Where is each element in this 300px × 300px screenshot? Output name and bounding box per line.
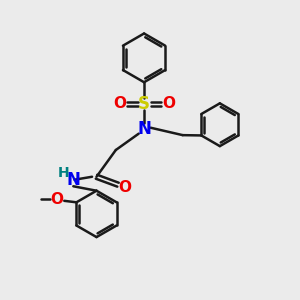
Text: S: S [138, 95, 150, 113]
Text: N: N [137, 120, 151, 138]
Text: O: O [162, 96, 175, 111]
Text: O: O [113, 96, 126, 111]
Text: O: O [51, 192, 64, 207]
Text: H: H [58, 166, 70, 180]
Text: O: O [118, 180, 131, 195]
Text: N: N [66, 171, 80, 189]
